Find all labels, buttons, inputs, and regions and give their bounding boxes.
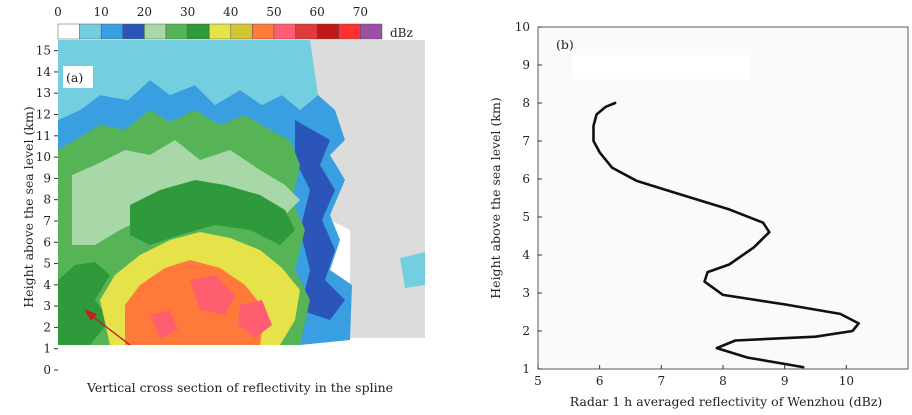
panel-b-y-tick-label: 1 <box>522 362 530 376</box>
colorbar-swatch <box>100 23 124 40</box>
colorbar-swatch <box>252 23 275 40</box>
colorbar-swatch <box>230 23 253 40</box>
panel-a-y-tick-label: 3 <box>43 299 51 313</box>
panel-a-y-tick-label: 4 <box>43 278 51 292</box>
panel-a-label: (a) <box>66 70 83 85</box>
panel-b-x-tick-label: 10 <box>839 374 854 388</box>
panel-a-y-tick-label: 14 <box>36 65 52 79</box>
colorbar-ticks: 0 10 20 30 40 50 60 70 <box>54 5 368 19</box>
panel-a-y-tick-label: 13 <box>36 86 51 100</box>
colorbar-swatch <box>295 23 318 40</box>
colorbar-swatch <box>360 23 383 40</box>
colorbar-unit: dBz <box>390 26 413 40</box>
panel-b-y-tick-label: 4 <box>522 248 530 262</box>
profile-line <box>592 101 860 369</box>
colorbar-tick-label: 0 <box>54 5 62 19</box>
region-dark-green <box>130 180 295 245</box>
region-dark-green-lower <box>58 262 110 345</box>
panel-a-y-tick-label: 0 <box>43 363 51 377</box>
reflectivity-heatmap <box>58 40 425 370</box>
colorbar-tick-label: 30 <box>180 5 195 19</box>
panel-a-y-label: Height above the sea level (km) <box>21 106 36 307</box>
panel-b-label: (b) <box>556 37 574 52</box>
region-pink-patch-2 <box>238 300 272 338</box>
colorbar-tick-label: 20 <box>137 5 152 19</box>
panel-a-y-tick-label: 5 <box>43 257 51 271</box>
panel-a-y-tick-label: 2 <box>43 320 51 334</box>
colorbar-tick-label: 10 <box>94 5 109 19</box>
panel-b-x-tick-label: 8 <box>719 374 727 388</box>
colorbar-swatch <box>187 23 210 40</box>
region-pink-patch-1 <box>190 275 235 315</box>
lower-blank-band <box>58 345 425 370</box>
colorbar-swatch <box>338 23 361 40</box>
panel-b-y-tick-label: 5 <box>522 210 530 224</box>
panel-b-y-tick-label: 2 <box>522 324 530 338</box>
panel-a-y-tick-label: 6 <box>43 235 51 249</box>
panel-a-y-tick-label: 11 <box>36 129 51 143</box>
panel-a-y-tick-label: 15 <box>36 44 51 58</box>
colorbar-swatch <box>144 23 167 40</box>
panel-b-x-axis: 5 6 7 8 9 10 <box>534 365 854 388</box>
panel-b-x-tick-label: 6 <box>596 374 604 388</box>
panel-a-y-tick-label: 12 <box>36 108 51 122</box>
colorbar-swatch <box>273 23 296 40</box>
colorbar-swatch <box>165 23 188 40</box>
panel-b-y-tick-label: 6 <box>522 172 530 186</box>
panel-a-y-tick-label: 8 <box>43 193 51 207</box>
panel-b-y-axis: 1 2 3 4 5 6 7 8 9 10 <box>515 20 542 376</box>
panel-b-legend-box <box>572 55 750 79</box>
colorbar-tick-label: 50 <box>266 5 281 19</box>
panel-b-x-label: Radar 1 h averaged reflectivity of Wenzh… <box>570 394 883 409</box>
panel-b-x-tick-label: 5 <box>534 374 542 388</box>
colorbar-tick-label: 70 <box>353 5 368 19</box>
colorbar-tick-label: 60 <box>310 5 325 19</box>
colorbar-tick-label: 40 <box>223 5 238 19</box>
colorbar-swatch <box>79 23 102 40</box>
panel-b-plot-area <box>537 26 909 370</box>
panel-a-y-tick-label: 7 <box>43 214 51 228</box>
panel-a-y-tick-label: 10 <box>36 150 51 164</box>
arrow-annotation <box>84 309 131 346</box>
panel-b-y-tick-label: 3 <box>522 286 530 300</box>
colorbar-swatch <box>57 23 80 40</box>
panel-a-y-tick-label: 9 <box>43 171 51 185</box>
panel-b-y-tick-label: 9 <box>522 58 530 72</box>
panel-b: (b) 5 6 7 8 9 10 1 2 3 4 5 6 7 8 9 10 Height above the… <box>488 20 909 409</box>
panel-b-x-tick-label: 7 <box>658 374 666 388</box>
colorbar-swatch <box>208 23 232 40</box>
panel-b-y-tick-label: 10 <box>515 20 530 34</box>
panel-a-label-box <box>63 66 93 88</box>
panel-a-y-tick-label: 1 <box>43 342 51 356</box>
region-cyan-side-patch <box>400 252 425 288</box>
panel-b-x-tick-label: 9 <box>781 374 789 388</box>
colorbar <box>57 23 383 40</box>
colorbar-swatch <box>122 23 145 40</box>
region-pink-patch-3 <box>150 310 178 338</box>
region-dark-blue <box>295 120 345 320</box>
panel-b-y-tick-label: 7 <box>522 134 530 148</box>
colorbar-swatch <box>316 23 340 40</box>
panel-b-y-tick-label: 8 <box>522 96 530 110</box>
region-light-blue <box>58 40 318 120</box>
panel-a-x-label: Vertical cross section of reflectivity i… <box>86 380 393 395</box>
panel-b-y-label: Height above the sea level (km) <box>488 97 503 298</box>
